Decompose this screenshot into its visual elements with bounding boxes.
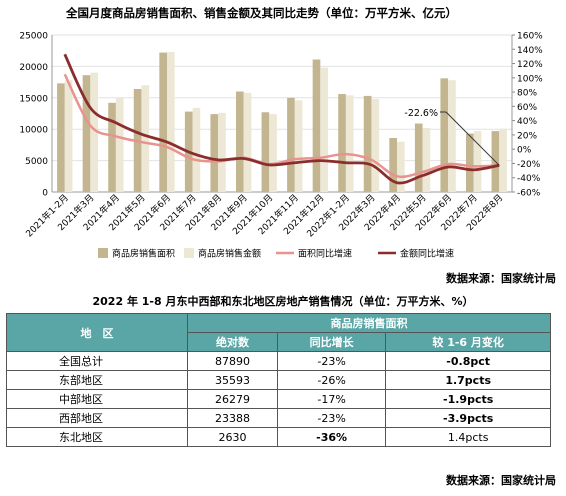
bar-area <box>389 137 397 192</box>
bar-amount <box>371 99 380 192</box>
y-tick-right: 100% <box>517 74 543 84</box>
yoy-cell: -17% <box>276 389 387 409</box>
y-tick-left: 25000 <box>19 32 48 42</box>
bar-area <box>261 112 270 192</box>
bar-area <box>82 75 91 192</box>
bar-area <box>108 102 116 192</box>
table-row: 全国总计 87890 -23% -0.8pct <box>6 351 551 371</box>
y-tick-right: -60% <box>517 189 541 199</box>
legend-label: 商品房销售面积 <box>112 248 175 260</box>
yoy-cell: -36% <box>276 427 387 447</box>
bar-amount <box>90 72 98 192</box>
table-source: 数据来源：国家统计局 <box>446 474 556 487</box>
chart-source: 数据来源：国家统计局 <box>446 272 556 285</box>
header-abs: 绝对数 <box>187 332 278 352</box>
y-tick-right: 160% <box>517 32 543 42</box>
combo-chart: 全国月度商品房销售面积、销售金额及其同比走势（单位：万平方米、亿元） 0 5000 1… <box>19 6 543 260</box>
table-row: 东部地区 35593 -26% 1.7pcts <box>6 370 551 390</box>
line-area-yoy <box>63 73 500 179</box>
legend-label: 商品房销售金额 <box>198 248 261 260</box>
chg-cell: -1.9pcts <box>385 389 551 409</box>
header-chg: 较 1-6 月变化 <box>385 332 551 352</box>
header-region: 地 区 <box>6 313 188 352</box>
y-tick-left: 20000 <box>19 63 48 73</box>
y-tick-right: 80% <box>517 89 537 99</box>
chart-title: 全国月度商品房销售面积、销售金额及其同比走势（单位：万平方米、亿元） <box>65 6 457 20</box>
table-title: 2022 年 1-8 月东中西部和东北地区房地产销售情况（单位：万平方米、%） <box>92 295 474 308</box>
y-tick-left: 0 <box>42 189 48 199</box>
chg-cell: 1.7pcts <box>385 370 551 390</box>
annotation-leader <box>445 111 500 166</box>
bar-area <box>363 95 372 192</box>
abs-cell: 87890 <box>187 351 278 371</box>
chg-cell: 1.4pcts <box>385 427 551 447</box>
table-row: 中部地区 26279 -17% -1.9pcts <box>6 389 551 409</box>
y-tick-left: 5000 <box>25 157 48 167</box>
bar-area <box>236 91 244 192</box>
yoy-cell: -26% <box>276 370 387 390</box>
bar-amount <box>345 95 354 192</box>
y-tick-left: 15000 <box>19 94 48 104</box>
bar-area <box>338 94 346 192</box>
region-cell: 全国总计 <box>6 351 188 371</box>
y-tick-right: -20% <box>517 160 541 170</box>
annotation-label: -22.6% <box>404 108 438 119</box>
y-tick-right: 40% <box>517 117 537 127</box>
y-tick-right: 0% <box>517 146 532 156</box>
y-tick-left: 10000 <box>19 126 48 136</box>
legend-swatch <box>184 248 194 258</box>
abs-cell: 23388 <box>187 408 278 428</box>
chg-cell: -3.9pcts <box>385 408 551 428</box>
y-tick-right: 20% <box>517 131 537 141</box>
region-cell: 东北地区 <box>6 427 188 447</box>
legend-label: 面积同比增速 <box>298 248 352 260</box>
bar-area <box>210 114 219 192</box>
abs-cell: 2630 <box>187 427 278 447</box>
legend-label: 金额同比增速 <box>400 248 454 260</box>
bar-area <box>57 83 65 192</box>
bar-amount <box>294 100 303 192</box>
yoy-cell: -23% <box>276 408 387 428</box>
bar-amount <box>397 141 405 192</box>
bar-amount <box>269 114 277 192</box>
header-group: 商品房销售面积 <box>187 313 551 333</box>
region-cell: 东部地区 <box>6 370 188 390</box>
header-yoy: 同比增长 <box>276 332 387 352</box>
bar-area <box>440 78 449 192</box>
bar-amount <box>115 97 124 192</box>
bar-area <box>159 52 167 192</box>
bar-amount <box>243 92 252 192</box>
bar-amount <box>218 112 226 192</box>
chg-cell: -0.8pct <box>385 351 551 371</box>
sales-table: 地 区 商品房销售面积 绝对数 同比增长 较 1-6 月变化 全国总计 8789… <box>6 313 551 447</box>
bar-area <box>466 133 474 192</box>
bar-area <box>287 97 295 192</box>
y-tick-right: 60% <box>517 103 537 113</box>
bar-amount <box>499 128 507 192</box>
region-cell: 西部地区 <box>6 408 188 428</box>
legend-swatch <box>98 248 108 258</box>
line-amount-yoy <box>63 53 500 185</box>
abs-cell: 35593 <box>187 370 278 390</box>
bar-amount <box>473 131 482 192</box>
yoy-cell: -23% <box>276 351 387 371</box>
bar-amount <box>448 80 456 192</box>
bar-amount <box>422 127 431 192</box>
abs-cell: 26279 <box>187 389 278 409</box>
y-tick-right: 140% <box>517 46 543 56</box>
bar-amount <box>141 85 150 192</box>
bar-amount <box>320 67 328 192</box>
y-tick-right: -40% <box>517 174 541 184</box>
table-row: 西部地区 23388 -23% -3.9pcts <box>6 408 551 428</box>
table-row: 东北地区 2630 -36% 1.4pcts <box>6 427 551 447</box>
bar-area <box>312 59 321 192</box>
bar-area <box>414 123 423 192</box>
bar-amount <box>192 107 201 192</box>
y-tick-right: 120% <box>517 60 543 70</box>
bar-amount <box>64 80 73 192</box>
region-cell: 中部地区 <box>6 389 188 409</box>
bar-amount <box>167 51 175 193</box>
